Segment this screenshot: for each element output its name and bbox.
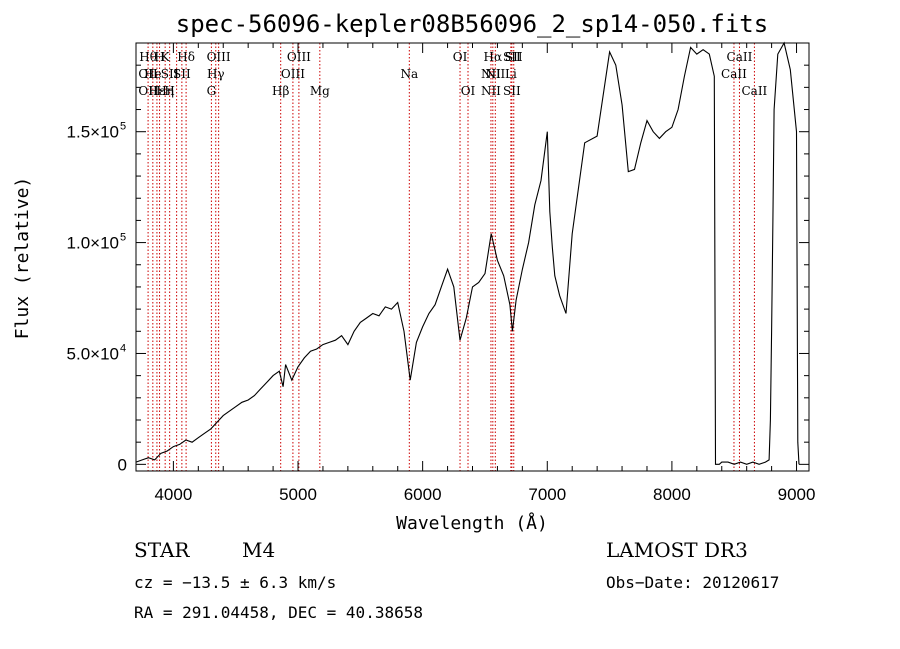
y-tick-label: 1.5×10 xyxy=(67,123,119,142)
line-label: I xyxy=(174,67,179,81)
line-label: H xyxy=(164,84,174,98)
line-label: NII xyxy=(481,84,501,98)
line-label: Hβ xyxy=(272,84,289,98)
line-label: CaII xyxy=(721,67,747,81)
line-label: OIII xyxy=(287,50,311,64)
y-axis: 05.0×10 41.0×10 51.5×10 5 xyxy=(67,64,809,474)
object-type: STAR xyxy=(134,538,190,562)
x-axis-label: Wavelength (Å) xyxy=(396,512,548,534)
y-tick-label: 1.0×10 xyxy=(67,234,119,253)
y-tick-label: 5.0×10 xyxy=(67,344,119,363)
line-label: K xyxy=(161,50,171,64)
x-tick-label: 7000 xyxy=(528,485,566,504)
line-label: Hα xyxy=(484,50,503,64)
line-label: OI xyxy=(461,84,476,98)
observation-date: Obs−Date: 20120617 xyxy=(606,573,780,592)
coordinates: RA = 291.04458, DEC = 40.38658 xyxy=(134,603,423,622)
line-label: Hγ xyxy=(207,67,225,81)
line-label: OIII xyxy=(281,67,305,81)
x-tick-label: 6000 xyxy=(404,485,442,504)
line-label: SII xyxy=(173,67,191,81)
x-tick-label: 5000 xyxy=(279,485,317,504)
plot-frame xyxy=(135,42,810,472)
line-label: NII xyxy=(481,67,501,81)
line-label: Na xyxy=(400,67,418,81)
line-label: He xyxy=(144,67,162,81)
line-label: H xyxy=(154,50,164,64)
y-axis-label: Flux (relative) xyxy=(12,177,33,340)
x-tick-label: 8000 xyxy=(653,485,691,504)
line-label: Hε xyxy=(149,84,166,98)
chart-title: spec-56096-kepler08B56096_2_sp14-050.fit… xyxy=(176,10,768,38)
x-tick-label: 4000 xyxy=(154,485,192,504)
spectrum-series xyxy=(135,41,800,465)
spectrum-chart: spec-56096-kepler08B56096_2_sp14-050.fit… xyxy=(12,10,815,534)
x-axis: 4000 5000 6000 7000 8000 9000 xyxy=(154,43,815,504)
redshift-cz: cz = −13.5 ± 6.3 km/s xyxy=(134,573,337,592)
line-label: Mg xyxy=(310,84,330,98)
y-tick-exponent: 5 xyxy=(120,232,126,244)
y-tick-exponent: 4 xyxy=(120,342,126,354)
line-label: NII xyxy=(485,67,505,81)
line-label: G xyxy=(207,84,217,98)
line-label: OIII xyxy=(207,50,231,64)
subclass: M4 xyxy=(242,538,276,562)
y-tick-exponent: 5 xyxy=(120,121,126,133)
y-tick-label: 0 xyxy=(118,455,127,474)
line-label: Li xyxy=(505,67,517,81)
line-label: Hθ xyxy=(139,50,157,64)
line-label: CaII xyxy=(741,84,767,98)
line-label: OI xyxy=(453,50,468,64)
line-label: SII xyxy=(505,50,523,64)
line-label: Hδ xyxy=(177,50,195,64)
line-label: SII xyxy=(503,84,521,98)
line-label: SII xyxy=(503,50,521,64)
line-markers xyxy=(147,43,755,471)
line-labels: HθOIIOIIHeHεHKHηSIIHISIIHδGHγOIIIHβOIIIO… xyxy=(138,50,767,98)
line-label: OII xyxy=(138,84,158,98)
line-label: CaII xyxy=(727,50,753,64)
line-label: Hη xyxy=(156,84,174,98)
line-label: OII xyxy=(138,67,158,81)
line-label: SII xyxy=(161,67,179,81)
survey-name: LAMOST DR3 xyxy=(606,538,748,562)
x-tick-label: 9000 xyxy=(778,485,816,504)
